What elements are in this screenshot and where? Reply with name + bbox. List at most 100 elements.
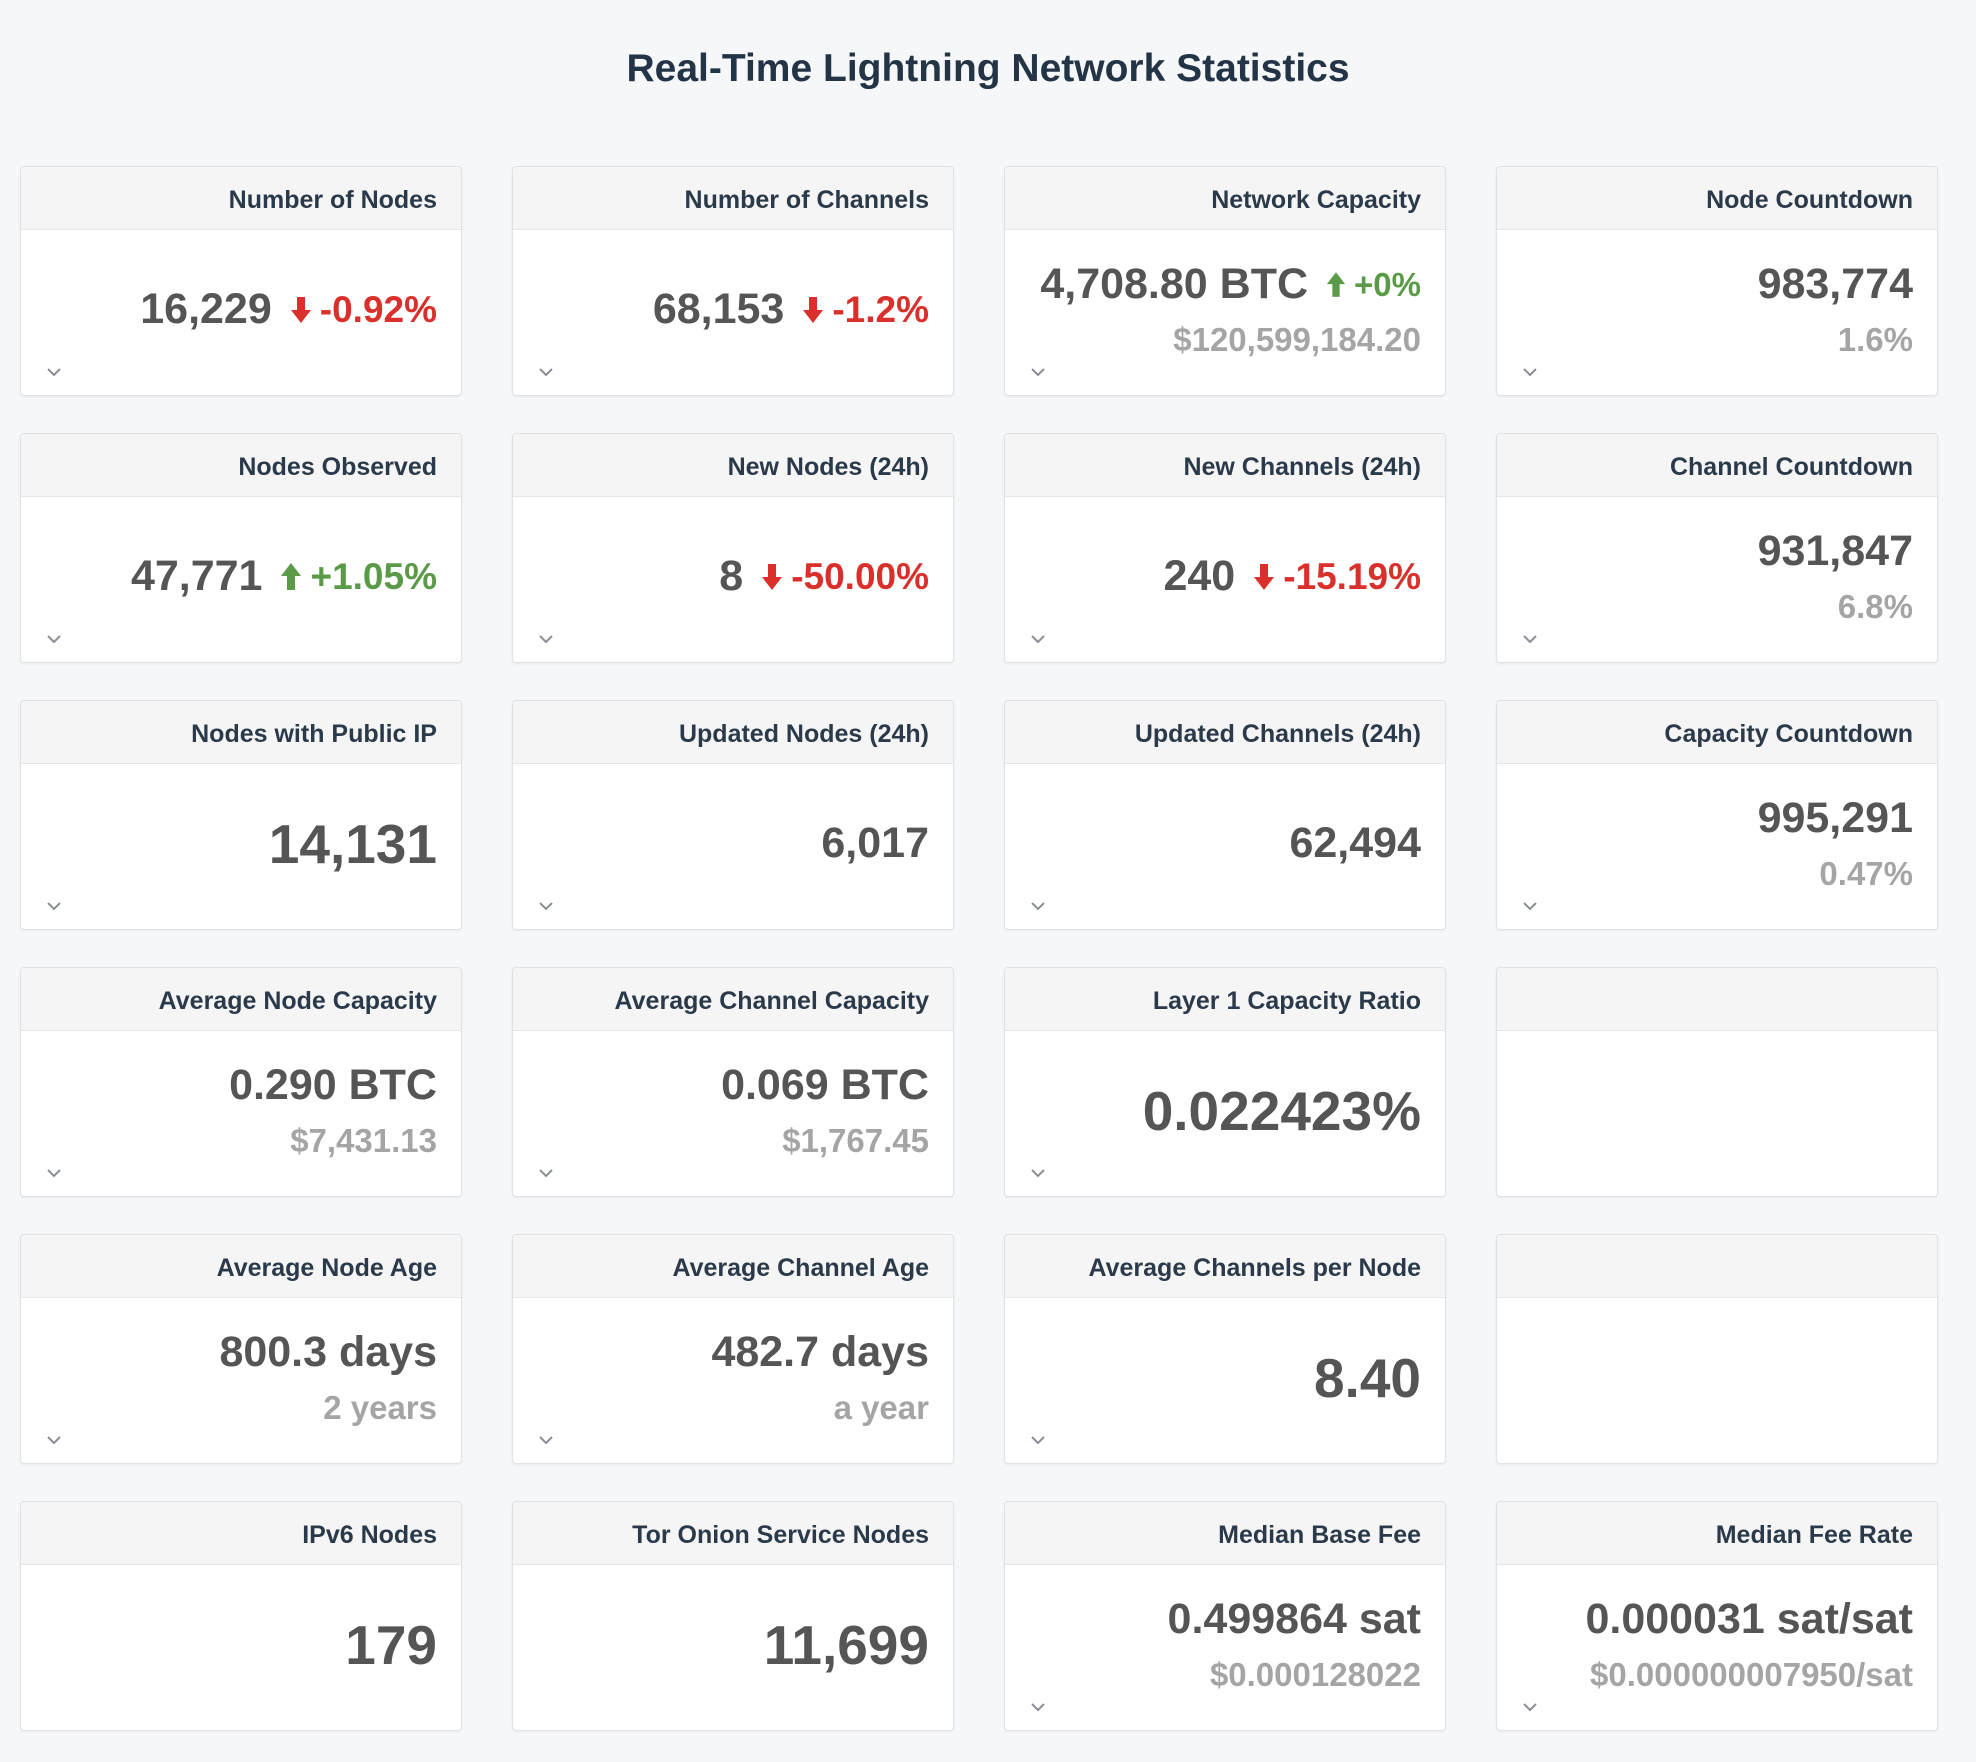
card-title: Average Node Age xyxy=(21,1235,461,1298)
stat-value: 800.3 days xyxy=(219,1328,437,1376)
change-value: +0% xyxy=(1354,265,1421,303)
card-title-empty xyxy=(1497,968,1937,1031)
chevron-down-icon[interactable] xyxy=(537,1164,555,1182)
stat-value: 14,131 xyxy=(268,812,437,875)
card-avg-channel-age: Average Channel Age 482.7 days a year xyxy=(512,1234,954,1464)
card-tor-nodes: Tor Onion Service Nodes 11,699 xyxy=(512,1501,954,1731)
arrow-down-icon xyxy=(762,563,783,590)
card-avg-node-capacity: Average Node Capacity 0.290 BTC $7,431.1… xyxy=(20,967,462,1197)
stat-value: 995,291 xyxy=(1757,794,1913,842)
card-title: Number of Channels xyxy=(513,167,953,230)
stat-value: 179 xyxy=(345,1613,437,1676)
card-avg-channels-per-node: Average Channels per Node 8.40 xyxy=(1004,1234,1446,1464)
card-title-empty xyxy=(1497,1235,1937,1298)
card-number-of-nodes: Number of Nodes 16,229 -0.92% xyxy=(20,166,462,396)
card-title: Tor Onion Service Nodes xyxy=(513,1502,953,1565)
card-avg-node-age: Average Node Age 800.3 days 2 years xyxy=(20,1234,462,1464)
chevron-down-icon[interactable] xyxy=(1029,1431,1047,1449)
stat-subvalue: $120,599,184.20 xyxy=(1173,321,1421,358)
change-value: +1.05% xyxy=(310,555,437,597)
chevron-down-icon[interactable] xyxy=(1029,1698,1047,1716)
stat-change: +0% xyxy=(1326,266,1421,304)
stat-change: -15.19% xyxy=(1253,556,1421,598)
stat-change: +1.05% xyxy=(280,556,437,598)
stat-value: 68,153 xyxy=(652,285,785,333)
stat-value: 11,699 xyxy=(763,1613,929,1676)
change-value: -0.92% xyxy=(319,288,437,330)
chevron-down-icon[interactable] xyxy=(1521,630,1539,648)
card-title: Median Fee Rate xyxy=(1497,1502,1937,1565)
card-new-nodes-24h: New Nodes (24h) 8 -50.00% xyxy=(512,433,954,663)
chevron-down-icon[interactable] xyxy=(45,1431,63,1449)
stat-value: 0.290 BTC xyxy=(229,1061,437,1109)
stat-change: -0.92% xyxy=(290,289,437,331)
card-nodes-public-ip: Nodes with Public IP 14,131 xyxy=(20,700,462,930)
chevron-down-icon[interactable] xyxy=(1029,897,1047,915)
card-title: Network Capacity xyxy=(1005,167,1445,230)
page-title: Real-Time Lightning Network Statistics xyxy=(626,47,1350,90)
change-value: -1.2% xyxy=(832,288,929,330)
card-title: Layer 1 Capacity Ratio xyxy=(1005,968,1445,1031)
chevron-down-icon[interactable] xyxy=(45,363,63,381)
card-title: Average Channel Capacity xyxy=(513,968,953,1031)
card-empty-1 xyxy=(1496,967,1938,1197)
card-capacity-countdown: Capacity Countdown 995,291 0.47% xyxy=(1496,700,1938,930)
stat-subvalue: 6.8% xyxy=(1837,588,1913,625)
card-median-base-fee: Median Base Fee 0.499864 sat $0.00012802… xyxy=(1004,1501,1446,1731)
card-updated-nodes-24h: Updated Nodes (24h) 6,017 xyxy=(512,700,954,930)
change-value: -15.19% xyxy=(1283,555,1421,597)
chevron-down-icon[interactable] xyxy=(537,363,555,381)
stat-value: 0.000031 sat/sat xyxy=(1585,1595,1913,1643)
card-title: Number of Nodes xyxy=(21,167,461,230)
chevron-down-icon[interactable] xyxy=(537,630,555,648)
card-number-of-channels: Number of Channels 68,153 -1.2% xyxy=(512,166,954,396)
card-node-countdown: Node Countdown 983,774 1.6% xyxy=(1496,166,1938,396)
card-title: Capacity Countdown xyxy=(1497,701,1937,764)
stat-value: 931,847 xyxy=(1757,527,1913,575)
stat-value: 983,774 xyxy=(1757,260,1913,308)
stat-value: 0.022423% xyxy=(1142,1079,1421,1142)
chevron-down-icon[interactable] xyxy=(1029,1164,1047,1182)
card-channel-countdown: Channel Countdown 931,847 6.8% xyxy=(1496,433,1938,663)
chevron-down-icon[interactable] xyxy=(45,1164,63,1182)
card-title: Nodes with Public IP xyxy=(21,701,461,764)
stats-grid: Number of Nodes 16,229 -0.92% Number of … xyxy=(20,166,1938,1731)
change-value: -50.00% xyxy=(791,555,929,597)
stat-value: 8.40 xyxy=(1313,1346,1421,1409)
chevron-down-icon[interactable] xyxy=(1521,1698,1539,1716)
card-network-capacity: Network Capacity 4,708.80 BTC +0% $120,5… xyxy=(1004,166,1446,396)
stat-subvalue: 0.47% xyxy=(1819,855,1913,892)
stat-subvalue: 1.6% xyxy=(1837,321,1913,358)
card-median-fee-rate: Median Fee Rate 0.000031 sat/sat $0.0000… xyxy=(1496,1501,1938,1731)
stat-change: -50.00% xyxy=(761,556,929,598)
stat-value: 0.499864 sat xyxy=(1167,1595,1421,1643)
chevron-down-icon[interactable] xyxy=(1029,630,1047,648)
stat-subvalue: a year xyxy=(833,1389,929,1426)
card-layer1-capacity-ratio: Layer 1 Capacity Ratio 0.022423% xyxy=(1004,967,1446,1197)
stat-value: 240 xyxy=(1163,552,1236,600)
card-ipv6-nodes: IPv6 Nodes 179 xyxy=(20,1501,462,1731)
stat-subvalue: 2 years xyxy=(323,1389,437,1426)
chevron-down-icon[interactable] xyxy=(537,897,555,915)
stat-subvalue: $0.000000007950/sat xyxy=(1590,1656,1913,1693)
chevron-down-icon[interactable] xyxy=(45,897,63,915)
stat-subvalue: $0.000128022 xyxy=(1209,1656,1421,1693)
arrow-up-icon xyxy=(281,562,302,590)
chevron-down-icon[interactable] xyxy=(1521,897,1539,915)
card-new-channels-24h: New Channels (24h) 240 -15.19% xyxy=(1004,433,1446,663)
card-updated-channels-24h: Updated Channels (24h) 62,494 xyxy=(1004,700,1446,930)
stat-value: 47,771 xyxy=(130,552,263,600)
stat-value: 482.7 days xyxy=(711,1328,929,1376)
stat-value: 0.069 BTC xyxy=(721,1061,929,1109)
chevron-down-icon[interactable] xyxy=(537,1431,555,1449)
card-title: Average Channel Age xyxy=(513,1235,953,1298)
stat-subvalue: $7,431.13 xyxy=(290,1122,437,1159)
card-title: New Channels (24h) xyxy=(1005,434,1445,497)
card-title: Node Countdown xyxy=(1497,167,1937,230)
card-avg-channel-capacity: Average Channel Capacity 0.069 BTC $1,76… xyxy=(512,967,954,1197)
chevron-down-icon[interactable] xyxy=(45,630,63,648)
chevron-down-icon[interactable] xyxy=(1029,363,1047,381)
arrow-down-icon xyxy=(803,296,824,323)
chevron-down-icon[interactable] xyxy=(1521,363,1539,381)
card-title: Updated Channels (24h) xyxy=(1005,701,1445,764)
